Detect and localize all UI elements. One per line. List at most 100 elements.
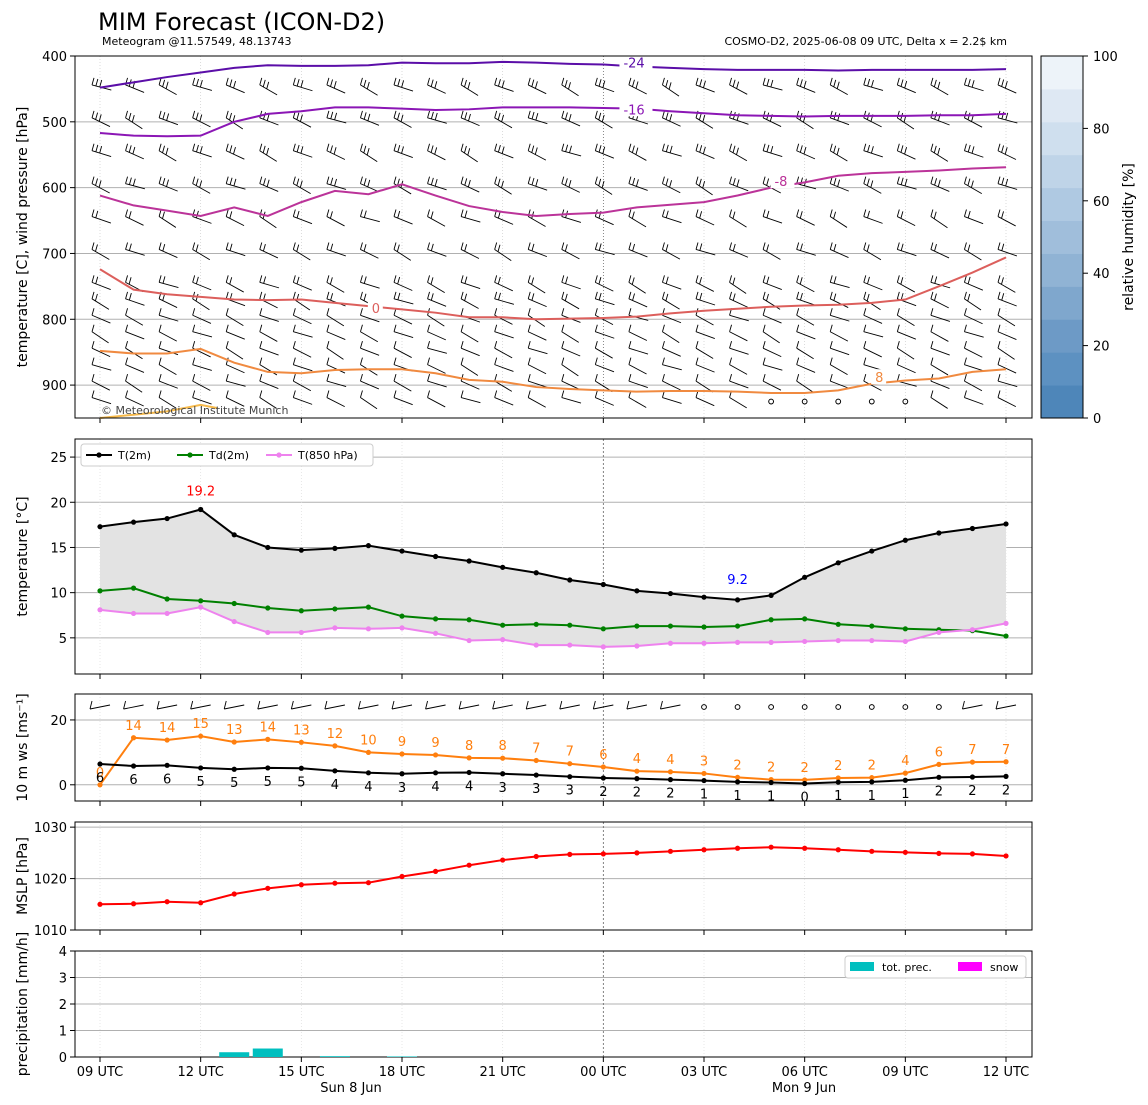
wind-barb-flag <box>732 277 736 285</box>
max-temperature-label: 19.2 <box>186 485 215 500</box>
wind-barb <box>662 314 682 324</box>
wind-barb <box>964 84 984 92</box>
wind-barb <box>997 298 1017 307</box>
wind-barb <box>494 281 513 292</box>
wind-barb <box>226 249 246 257</box>
wind-barb-flag <box>803 80 807 89</box>
wind-barb-flag <box>360 209 363 217</box>
wind-barb-flag <box>964 390 967 398</box>
wind-barb <box>729 331 748 342</box>
wind-barb-flag <box>91 176 95 184</box>
wind-barb-flag <box>535 179 539 187</box>
y-tick-label: 1 <box>59 1025 67 1040</box>
series-mslp-point <box>432 868 439 874</box>
wind-barb-flag <box>192 390 196 398</box>
wind-barb-flag <box>970 180 974 188</box>
wind-barb <box>125 380 143 393</box>
wind-barb-flag <box>829 242 833 250</box>
wind-barb-flag <box>699 211 703 219</box>
wind-barb-flag <box>89 700 93 710</box>
wind-barb-flag <box>829 275 833 283</box>
wind-barb-flag <box>430 111 434 120</box>
series-td-2m--point <box>500 622 506 628</box>
wind-barb-flag <box>628 291 632 299</box>
wind-barb-flag <box>997 77 1001 86</box>
series-mslp-point <box>130 901 137 907</box>
gust-value-label: 13 <box>293 723 310 738</box>
gust-value-label: 10 <box>360 733 377 748</box>
wind-barb <box>158 397 177 409</box>
wind-barb <box>125 314 144 326</box>
legend-swatch-marker <box>276 452 282 458</box>
wind-barb-flag <box>125 373 128 382</box>
wind-barb-flag <box>997 341 1001 349</box>
wind-barb-flag <box>594 390 598 398</box>
series-t-2m--point <box>500 564 506 570</box>
series-mean-wind-point <box>802 780 808 787</box>
wind-barb <box>762 84 783 91</box>
wind-barb-flag <box>266 81 270 90</box>
wind-barb-flag <box>527 176 531 184</box>
wind-barb-flag <box>196 78 199 87</box>
wind-barb <box>595 249 615 256</box>
gust-value-label: 3 <box>700 754 708 769</box>
wind-barb-flag <box>427 77 430 86</box>
wind-barb-flag <box>594 373 598 382</box>
y-tick-label: 0 <box>59 779 67 794</box>
series-mean-wind-point <box>1003 773 1009 779</box>
wind-barb-flag <box>937 81 941 90</box>
wind-barb-flag <box>896 357 900 365</box>
wind-barb <box>460 347 480 357</box>
wind-barb <box>326 216 345 227</box>
wind-barb-flag <box>360 324 363 332</box>
wind-barb-flag <box>501 114 505 122</box>
wind-barb-flag <box>468 113 471 122</box>
wind-barb <box>863 249 882 261</box>
series-mslp-point <box>231 891 237 897</box>
wind-barb <box>125 84 145 93</box>
wind-barb-flag <box>360 176 363 184</box>
wind-barb <box>930 216 948 229</box>
wind-barb-flag <box>900 145 904 153</box>
wind-barb-flag <box>729 357 732 365</box>
wind-barb <box>595 216 614 226</box>
wind-barb-flag <box>695 242 699 250</box>
wind-barb-flag <box>434 178 438 187</box>
wind-barb-flag <box>292 275 296 283</box>
wind-barb <box>595 183 613 195</box>
wind-barb-flag <box>967 276 971 285</box>
wind-barb-flag <box>736 147 739 155</box>
wind-barb <box>830 347 850 356</box>
wind-barb-flag <box>729 275 732 283</box>
wind-barb <box>863 150 883 158</box>
wind-barb <box>729 298 748 308</box>
wind-barb-flag <box>561 341 565 349</box>
wind-barb <box>460 84 479 96</box>
series-mslp-point <box>701 847 707 853</box>
min-temperature-label: 9.2 <box>727 573 748 588</box>
series-t-850-hpa--point <box>533 642 539 648</box>
wind-barb-flag <box>494 341 498 349</box>
wind-barb <box>192 249 211 261</box>
wind-barb-flag <box>223 700 227 710</box>
wind-barb-flag <box>829 291 833 299</box>
wind-barb-flag <box>225 176 229 184</box>
y-axis-label: temperature [°C] <box>15 496 31 616</box>
wind-barb <box>326 281 345 293</box>
wind-barb-flag <box>594 291 598 299</box>
wind-barb-flag <box>870 180 874 188</box>
wind-barb-flag <box>492 700 496 710</box>
wind-barb-flag <box>669 180 673 188</box>
wind-barb <box>326 331 346 340</box>
wind-barb-flag <box>863 275 867 283</box>
wind-barb-flag <box>393 390 397 398</box>
series-td-2m--point <box>701 624 707 630</box>
wind-barb <box>360 347 380 356</box>
gust-value-label: 4 <box>666 753 674 768</box>
series-td-2m--point <box>198 598 204 604</box>
wind-barb-flag <box>397 79 401 87</box>
wind-barb-flag <box>326 242 330 250</box>
wind-barb-flag <box>430 211 434 219</box>
y-tick-label: 2 <box>59 998 67 1013</box>
mean-wind-value-label: 4 <box>331 778 339 793</box>
